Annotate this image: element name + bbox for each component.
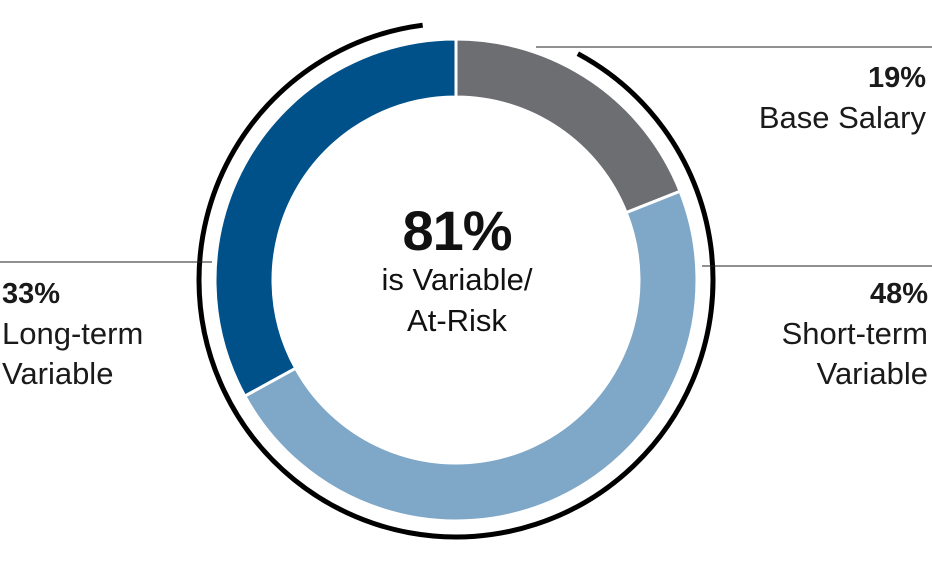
variable-at-risk-bracket	[196, 22, 716, 540]
short-term-name: Short-term Variable	[781, 316, 928, 391]
donut-slice-long-term-variable	[213, 37, 458, 399]
base-salary-percent: 19%	[867, 62, 926, 94]
donut-slice-short-term-variable	[242, 189, 699, 523]
center-caption-line-1: is Variable/	[381, 262, 533, 297]
long-term-percent: 33%	[2, 278, 61, 310]
long-term-name: Long-term Variable	[2, 316, 144, 391]
label-long-term-variable: 33% Long-term Variable	[2, 274, 143, 394]
center-caption-line-2: At-Risk	[407, 303, 507, 338]
base-salary-name: Base Salary	[758, 100, 926, 135]
label-base-salary: 19% Base Salary	[759, 58, 926, 138]
center-value: 81%	[402, 199, 512, 262]
label-short-term-variable: 48% Short-term Variable	[782, 274, 928, 394]
short-term-percent: 48%	[869, 278, 928, 310]
donut-slice-base-salary	[454, 37, 683, 215]
